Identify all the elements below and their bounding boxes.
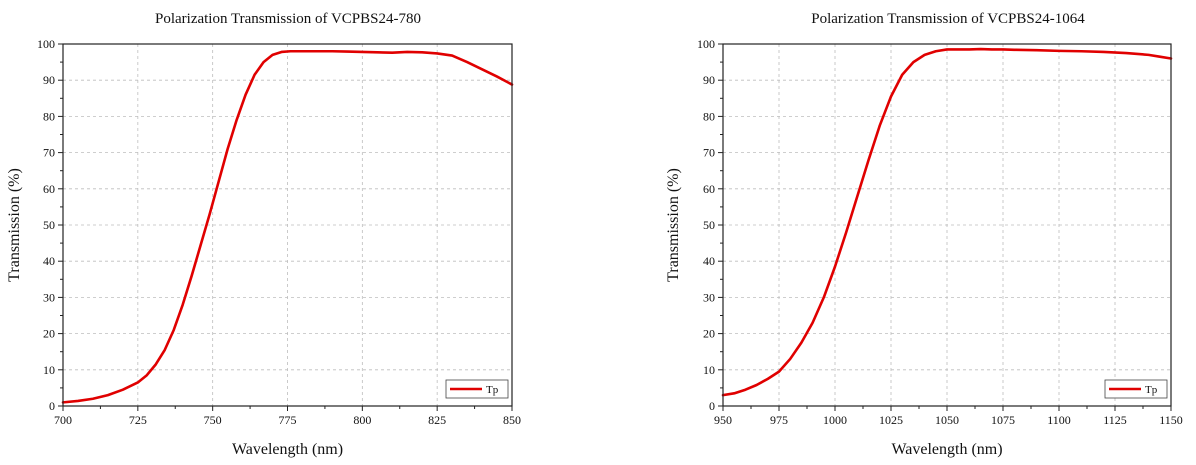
legend-label: Tp bbox=[1145, 384, 1158, 396]
y-tick-label: 20 bbox=[703, 327, 715, 341]
y-tick-label: 60 bbox=[43, 182, 55, 196]
x-axis-label: Wavelength (nm) bbox=[891, 441, 1002, 458]
x-tick-label: 775 bbox=[279, 413, 297, 427]
y-tick-label: 40 bbox=[703, 254, 715, 268]
y-tick-label: 40 bbox=[43, 254, 55, 268]
series-line-tp bbox=[61, 49, 514, 404]
y-tick-label: 70 bbox=[43, 146, 55, 160]
y-tick-label: 100 bbox=[697, 37, 715, 51]
y-tick-label: 0 bbox=[709, 399, 715, 413]
chart-1: 700 725 750 775 800 825 850 0 10 20 30 40 50 60 70 80 90… bbox=[6, 11, 521, 458]
legend: Tp bbox=[445, 379, 509, 399]
y-tick-label: 20 bbox=[43, 327, 55, 341]
x-tick-label: 725 bbox=[129, 413, 147, 427]
plot-frame bbox=[62, 43, 513, 407]
y-tick-label: 80 bbox=[43, 109, 55, 123]
x-tick-label: 750 bbox=[204, 413, 222, 427]
y-tick-label: 10 bbox=[43, 363, 55, 377]
x-tick-label: 850 bbox=[503, 413, 521, 427]
x-tick-label: 1150 bbox=[1159, 413, 1183, 427]
legend: Tp bbox=[1104, 379, 1168, 399]
plot-frame bbox=[722, 43, 1172, 407]
x-tick-label: 1050 bbox=[935, 413, 959, 427]
y-tick-label: 90 bbox=[43, 73, 55, 87]
x-tick-label: 1000 bbox=[823, 413, 847, 427]
x-tick-label: 1100 bbox=[1047, 413, 1071, 427]
y-tick-label: 90 bbox=[703, 73, 715, 87]
x-tick-label: 1075 bbox=[991, 413, 1015, 427]
y-tick-label: 70 bbox=[703, 146, 715, 160]
chart-2: 950 975 1000 1025 1050 1075 1100 1125 1150 0 10 20 3… bbox=[665, 11, 1183, 458]
series-line-tp bbox=[721, 47, 1173, 397]
x-tick-label: 800 bbox=[353, 413, 371, 427]
y-tick-label: 10 bbox=[703, 363, 715, 377]
x-tick-label: 700 bbox=[54, 413, 72, 427]
y-axis-label: Transmission (%) bbox=[6, 168, 23, 282]
x-tick-label: 1125 bbox=[1103, 413, 1127, 427]
y-tick-label: 60 bbox=[703, 182, 715, 196]
y-tick-label: 30 bbox=[703, 290, 715, 304]
y-tick-label: 0 bbox=[49, 399, 55, 413]
x-tick-label: 825 bbox=[428, 413, 446, 427]
x-tick-label: 950 bbox=[714, 413, 732, 427]
legend-label: Tp bbox=[486, 384, 499, 396]
y-tick-label: 50 bbox=[703, 218, 715, 232]
x-axis-label: Wavelength (nm) bbox=[232, 441, 343, 458]
chart-title: Polarization Transmission of VCPBS24-780 bbox=[155, 11, 421, 27]
y-tick-label: 100 bbox=[37, 37, 55, 51]
x-tick-label: 975 bbox=[770, 413, 788, 427]
y-axis-label: Transmission (%) bbox=[665, 168, 682, 282]
x-tick-label: 1025 bbox=[879, 413, 903, 427]
y-tick-label: 50 bbox=[43, 218, 55, 232]
y-tick-label: 30 bbox=[43, 290, 55, 304]
y-tick-label: 80 bbox=[703, 109, 715, 123]
chart-title: Polarization Transmission of VCPBS24-106… bbox=[811, 11, 1085, 27]
